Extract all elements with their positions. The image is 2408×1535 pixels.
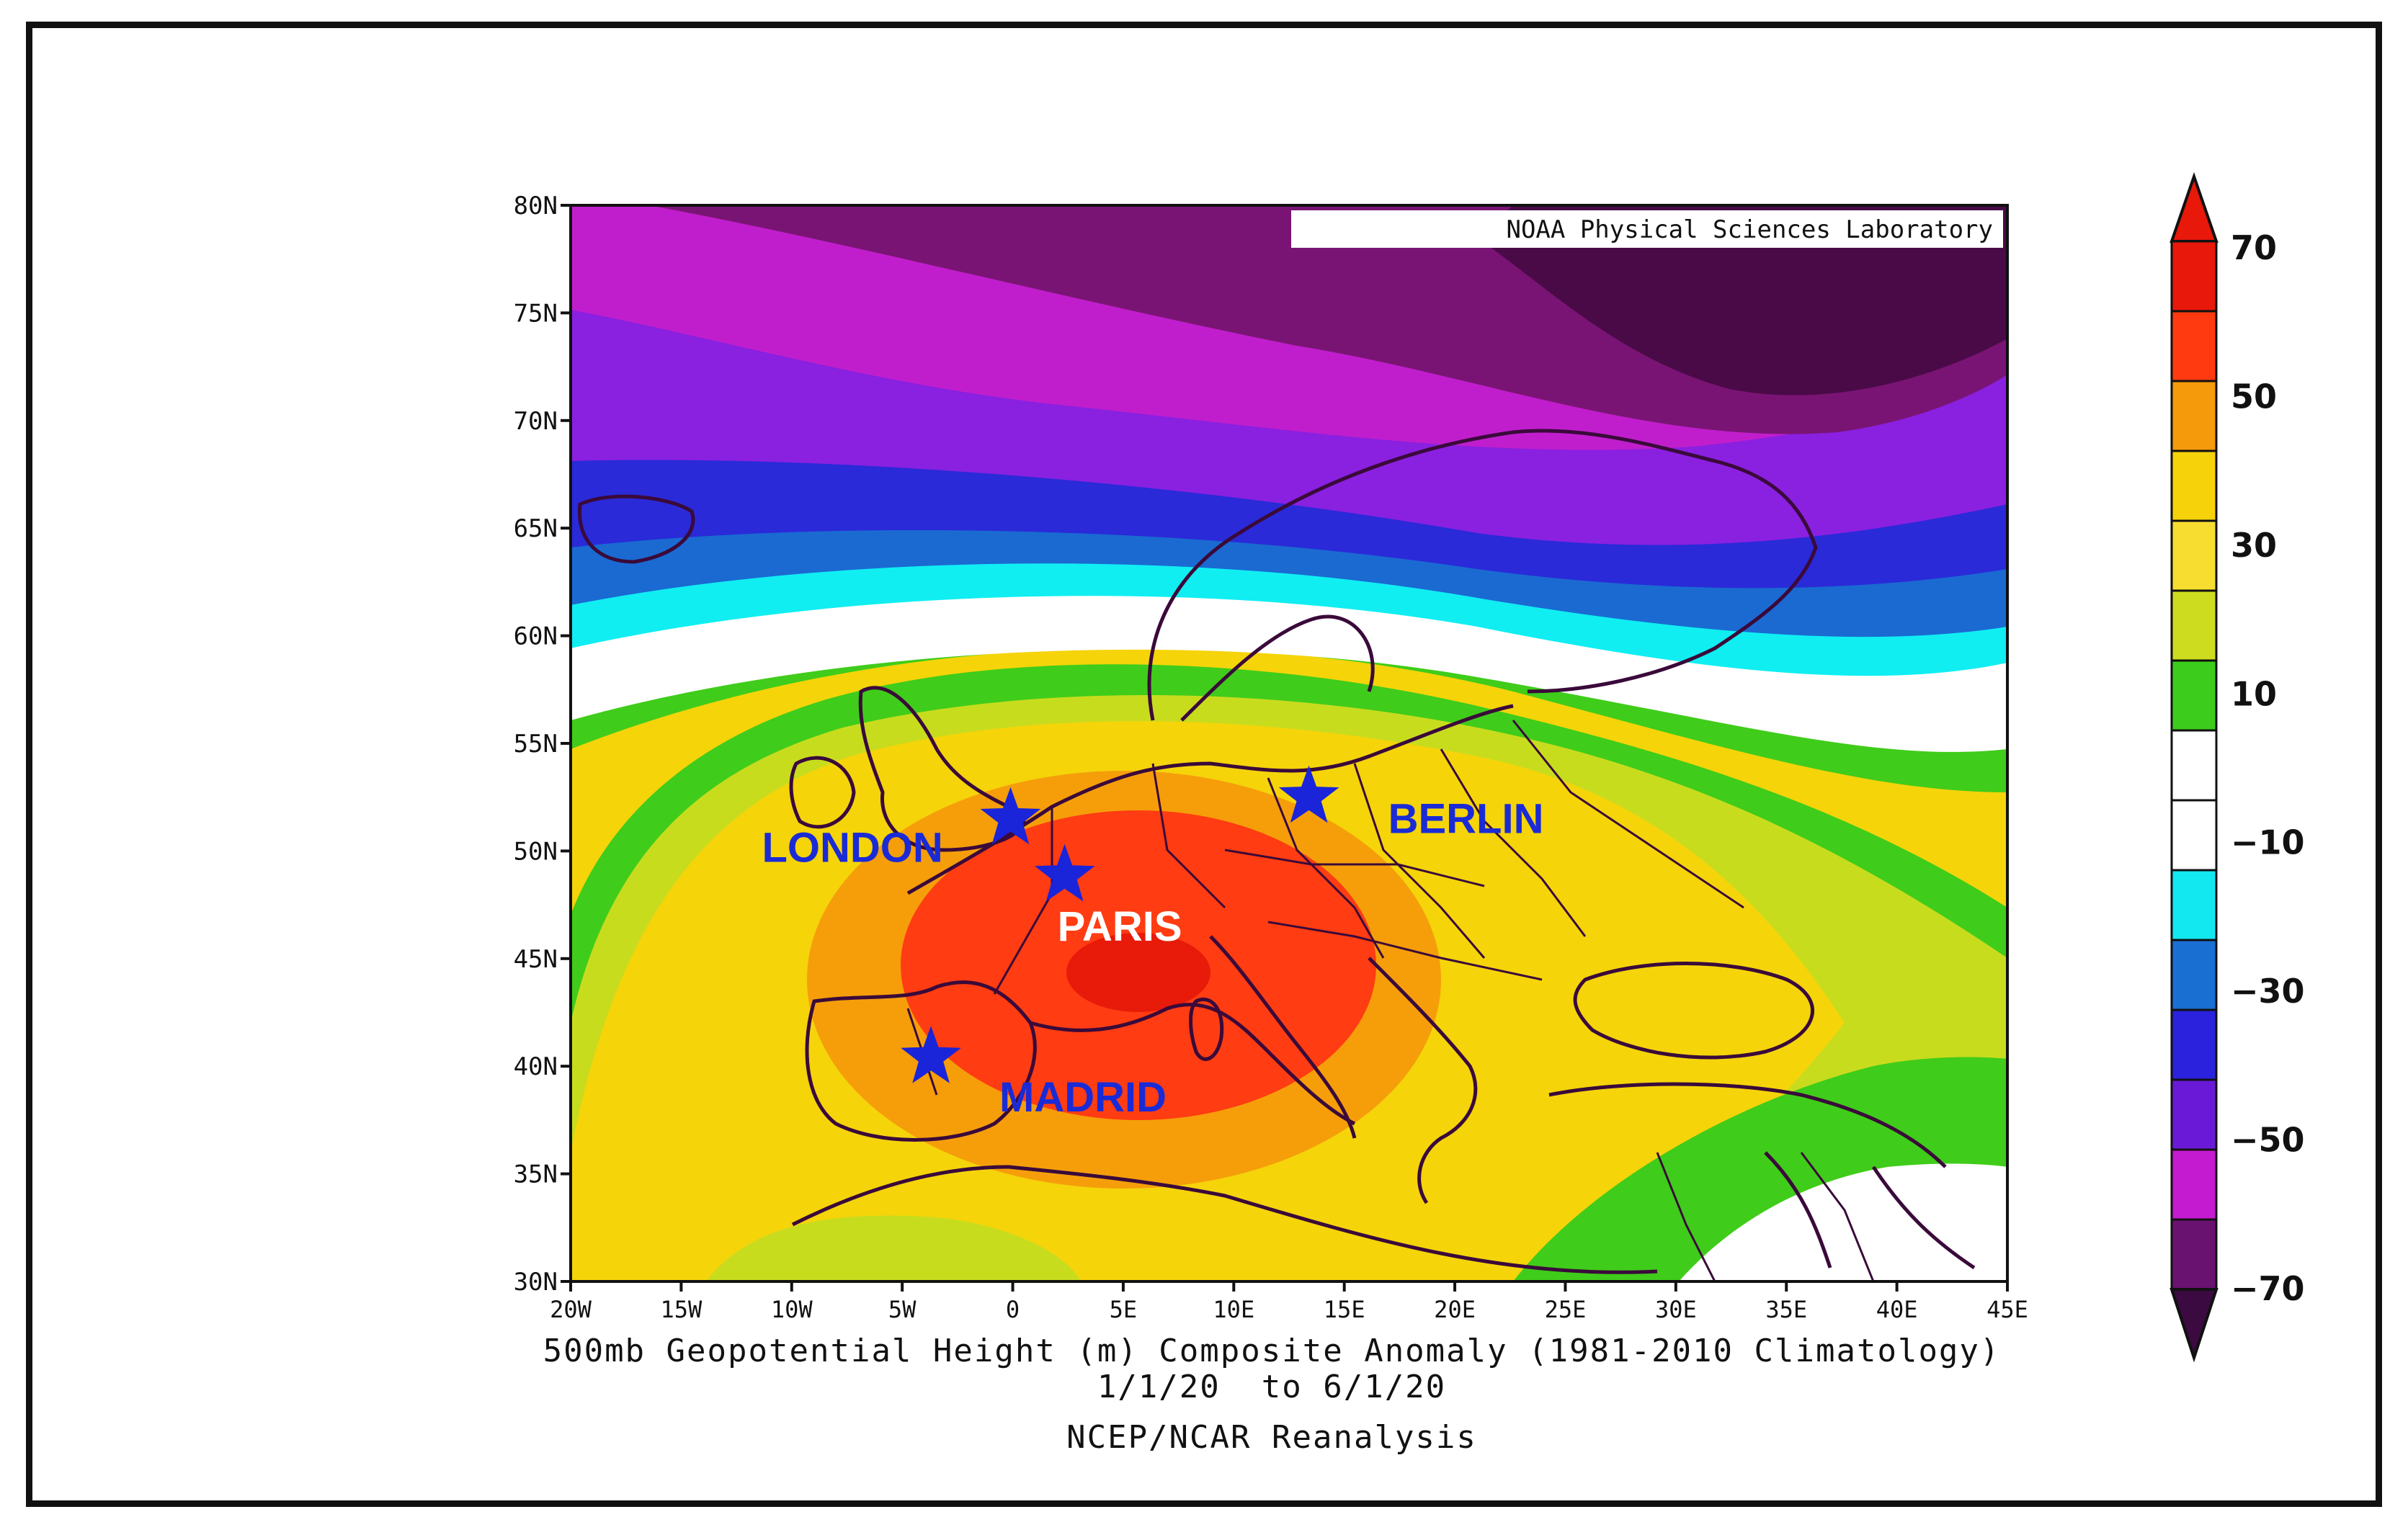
band-white-se [1679, 1163, 2007, 1281]
lat-tick-label: 35N [514, 1160, 558, 1189]
lon-tick-label: 15E [1324, 1296, 1365, 1323]
colorbar-label: 70 [2231, 228, 2277, 267]
caption-source: NCEP/NCAR Reanalysis [1066, 1419, 1477, 1456]
colorbar-segment [2170, 380, 2218, 452]
lon-tick-label: 20W [550, 1296, 592, 1323]
colorbar-segment [2170, 869, 2218, 941]
lon-tick-label: 10E [1213, 1296, 1254, 1323]
city-label-london: LONDON [762, 825, 942, 872]
city-label-paris: PARIS [1058, 903, 1182, 950]
colorbar-segment [2170, 1008, 2218, 1081]
colorbar-label: −10 [2231, 823, 2305, 862]
lat-tick-label: 80N [514, 192, 558, 220]
colorbar-segment [2170, 240, 2218, 313]
city-star-london [980, 787, 1041, 845]
band-deeppurple-minus70 [1477, 205, 2007, 395]
colorbar-arrow-top [2170, 171, 2219, 243]
patch-lime-sw [706, 1215, 1081, 1281]
lon-tick-label: 30E [1655, 1296, 1697, 1323]
band-darkred-70 [1066, 933, 1210, 1012]
caption-title: 500mb Geopotential Height (m) Composite … [543, 1333, 2001, 1369]
lat-tick-label: 60N [514, 622, 558, 651]
colorbar-label: −50 [2231, 1121, 2305, 1160]
lon-tick-label: 20E [1434, 1296, 1476, 1323]
anomaly-field [571, 205, 2007, 1281]
credit-box [1291, 210, 2003, 248]
colorbar-segment [2170, 1218, 2218, 1291]
lat-tick-label: 70N [514, 407, 558, 436]
colorbar-segment [2170, 939, 2218, 1011]
longitude-axis: 20W 15W 10W 5W 0 5E 10E 15E 20E 25E 30E 35E 40E 45E [550, 1281, 2028, 1323]
lat-tick-label: 75N [514, 299, 558, 328]
lon-tick-label: 25E [1545, 1296, 1587, 1323]
city-label-madrid: MADRID [999, 1074, 1167, 1121]
caption-date-range: 1/1/20 to 6/1/20 [1097, 1369, 1447, 1405]
colorbar-segment [2170, 519, 2218, 592]
colorbar-label: 30 [2231, 526, 2277, 565]
lon-tick-label: 35E [1765, 1296, 1807, 1323]
colorbar-label: 50 [2231, 377, 2277, 416]
lon-tick-label: 5W [888, 1296, 917, 1323]
colorbar-segment [2170, 589, 2218, 662]
city-star-berlin [1278, 765, 1339, 823]
lon-tick-label: 5E [1110, 1296, 1138, 1323]
city-markers: LONDON PARIS MADRID BERLIN [762, 765, 1544, 1121]
lat-tick-label: 65N [514, 514, 558, 543]
coastlines [577, 429, 1976, 1274]
lon-tick-label: 15W [660, 1296, 703, 1323]
lon-tick-label: 45E [1986, 1296, 2028, 1323]
latitude-axis: 80N 75N 70N 65N 60N 55N 50N 45N 40N 35N 30N [514, 192, 571, 1297]
colorbar-segment [2170, 729, 2218, 802]
lat-tick-label: 50N [514, 837, 558, 866]
colorbar: 70 50 30 10 −10 −30 −50 −70 [2170, 171, 2305, 1363]
colorbar-label: −70 [2231, 1269, 2305, 1308]
lat-tick-label: 45N [514, 945, 558, 974]
lat-tick-label: 40N [514, 1052, 558, 1081]
colorbar-label: 10 [2231, 674, 2277, 713]
colorbar-arrow-bottom [2170, 1288, 2219, 1363]
lat-tick-label: 55N [514, 730, 558, 758]
colorbar-segment [2170, 799, 2218, 872]
colorbar-segment [2170, 659, 2218, 732]
lon-tick-label: 10W [771, 1296, 813, 1323]
lon-tick-label: 40E [1876, 1296, 1918, 1323]
lon-tick-label: 0 [1006, 1296, 1020, 1323]
city-label-berlin: BERLIN [1388, 796, 1544, 843]
colorbar-segment [2170, 1078, 2218, 1151]
city-star-madrid [901, 1026, 961, 1083]
colorbar-segment [2170, 449, 2218, 522]
colorbar-label: −30 [2231, 972, 2305, 1011]
colorbar-segment [2170, 1148, 2218, 1221]
lat-tick-label: 30N [514, 1268, 558, 1297]
credit-label: NOAA Physical Sciences Laboratory [1506, 215, 1993, 244]
city-star-paris [1034, 843, 1095, 902]
colorbar-segment [2170, 310, 2218, 382]
